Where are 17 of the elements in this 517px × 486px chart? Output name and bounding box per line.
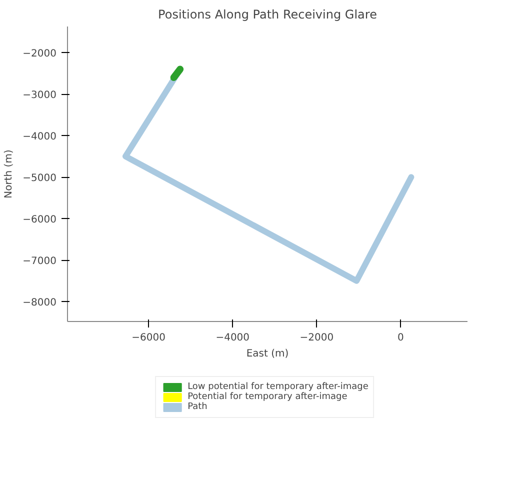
x-axis-title: East (m) xyxy=(246,348,289,360)
x-tick-label: 0 xyxy=(398,332,404,344)
legend-label: Path xyxy=(188,402,208,412)
y-tick-label: −5000 xyxy=(22,173,56,184)
y-tick-label: −7000 xyxy=(22,256,56,268)
y-tick-label: −6000 xyxy=(22,214,56,226)
y-tick-label: −8000 xyxy=(22,298,56,309)
x-tick-label: −4000 xyxy=(216,332,250,344)
y-axis-title: North (m) xyxy=(4,150,15,198)
chart-title: Positions Along Path Receiving Glare xyxy=(158,8,377,22)
y-tick-label: −3000 xyxy=(22,90,56,102)
legend-label: Potential for temporary after-image xyxy=(188,392,348,402)
x-tick-label: −2000 xyxy=(300,332,334,344)
legend-label: Low potential for temporary after-image xyxy=(188,382,368,392)
y-tick-label: −4000 xyxy=(22,132,56,143)
y-tick-label: −2000 xyxy=(22,48,56,60)
x-tick-label: −6000 xyxy=(132,332,166,344)
